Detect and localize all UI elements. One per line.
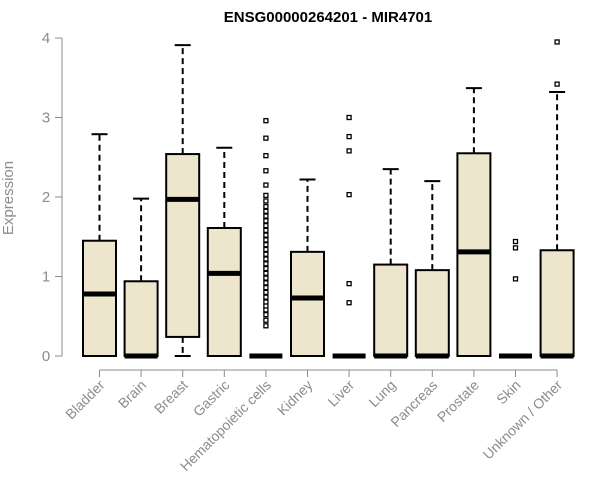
outlier-point (263, 153, 269, 159)
outlier-point (554, 39, 560, 45)
outlier-point (346, 114, 352, 121)
y-tick-label: 1 (42, 269, 50, 286)
box-group (165, 44, 201, 357)
x-tick-label: Bladder (62, 377, 108, 423)
outlier-point (263, 232, 269, 238)
outlier-point (263, 299, 269, 305)
box-group (414, 180, 450, 359)
outlier-point (263, 256, 269, 262)
x-tick-label: Prostate (434, 377, 482, 425)
outlier-point (263, 192, 269, 199)
outlier-point (263, 135, 269, 141)
outlier-point (263, 222, 269, 229)
outlier-point (346, 300, 352, 306)
box (206, 227, 242, 358)
outlier-point (263, 289, 269, 296)
x-tick-label: Kidney (274, 377, 316, 419)
y-tick-label: 2 (42, 189, 50, 206)
x-tick-label: Skin (493, 377, 524, 408)
outlier-point (263, 317, 269, 323)
outlier-point (263, 261, 269, 267)
box-group (456, 87, 492, 357)
x-tick-label: Liver (324, 377, 357, 410)
outlier-point (512, 276, 519, 282)
outlier-point (263, 280, 269, 286)
outlier-point (263, 265, 269, 272)
chart-title: ENSG00000264201 - MIR4701 (224, 9, 432, 26)
outlier-point (263, 182, 269, 188)
outlier-point (263, 118, 269, 124)
outlier-point (346, 191, 352, 198)
box (82, 239, 117, 358)
outlier-point (512, 238, 519, 245)
outlier-point (346, 281, 352, 287)
outlier-point (263, 270, 269, 276)
outlier-point (263, 323, 269, 329)
box-group (539, 39, 575, 359)
outlier-point (554, 81, 560, 87)
box (123, 280, 159, 357)
box-group (290, 178, 325, 357)
box-group (123, 197, 159, 359)
box (456, 152, 492, 357)
box (414, 269, 450, 358)
box-group (82, 133, 117, 358)
box (539, 249, 575, 357)
box-group (373, 168, 409, 359)
outlier-point (346, 148, 352, 154)
box-group (249, 118, 283, 359)
outlier-point (512, 245, 519, 251)
x-tick-label: Unknown / Other (480, 377, 566, 463)
outlier-point (263, 312, 269, 318)
outlier-point (263, 218, 269, 224)
box-group (206, 146, 242, 358)
outlier-point (263, 168, 269, 174)
outlier-point (346, 133, 352, 140)
box (290, 250, 325, 357)
y-tick-label: 3 (42, 110, 50, 127)
box-group (499, 238, 532, 359)
outlier-point (263, 213, 269, 219)
y-axis: 0 1 2 3 4 (42, 30, 63, 365)
outlier-point (263, 284, 269, 291)
outlier-point (263, 237, 269, 243)
box (165, 153, 201, 338)
outlier-point (263, 251, 269, 257)
box (373, 263, 409, 358)
outlier-point (263, 208, 269, 214)
box-group (332, 114, 366, 359)
outlier-point (263, 198, 269, 204)
outlier-point (263, 294, 269, 300)
plot-area (82, 39, 575, 359)
x-tick-label: Lung (365, 377, 398, 410)
y-tick-label: 4 (42, 30, 50, 47)
outlier-point (263, 275, 269, 281)
outlier-point (263, 203, 269, 210)
x-tick-label: Breast (151, 377, 191, 417)
x-tick-label: Brain (115, 377, 149, 411)
outlier-point (263, 246, 269, 253)
y-tick-label: 0 (42, 348, 50, 365)
y-axis-label: Expression (0, 161, 17, 235)
outlier-point (263, 242, 269, 248)
outlier-point (263, 227, 269, 234)
